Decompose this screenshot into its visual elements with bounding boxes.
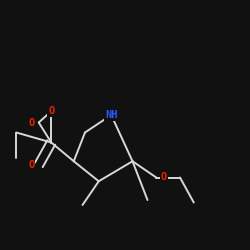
Text: O: O <box>48 106 54 116</box>
Text: O: O <box>28 160 34 170</box>
Text: O: O <box>160 172 167 182</box>
Text: O: O <box>28 118 34 128</box>
Text: NH: NH <box>105 110 118 120</box>
